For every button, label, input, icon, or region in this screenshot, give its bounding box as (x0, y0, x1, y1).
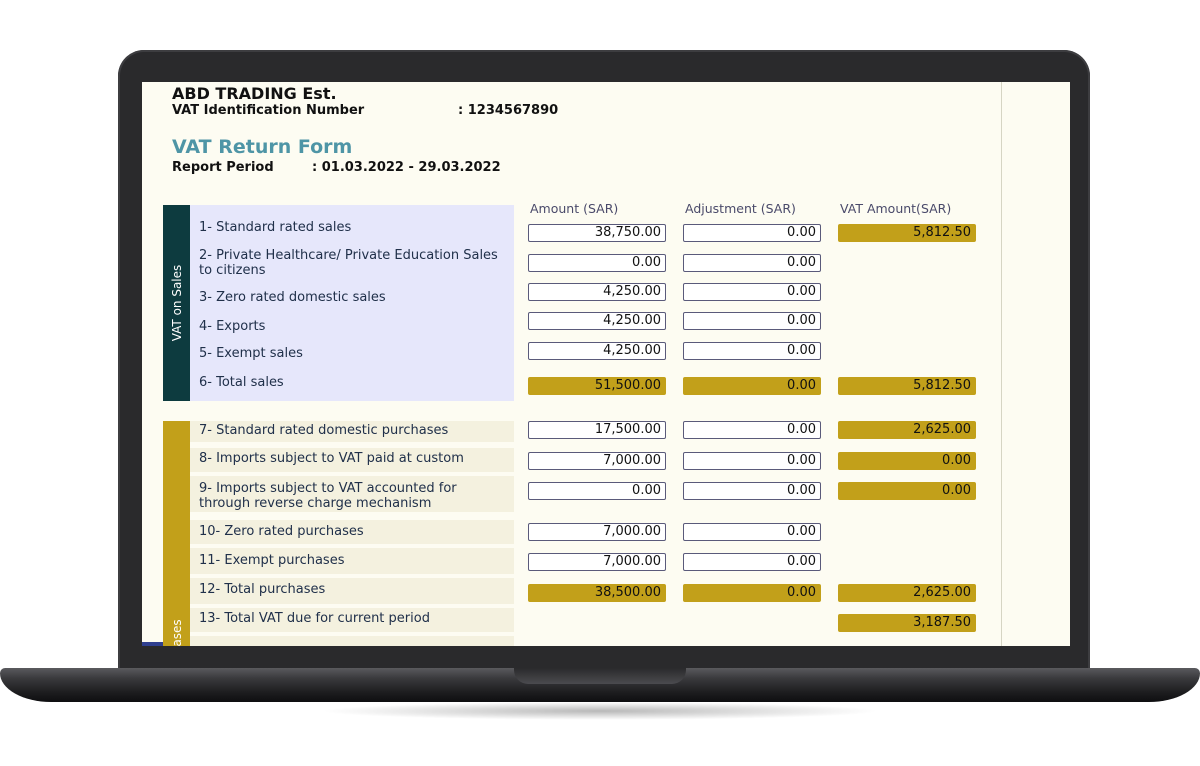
form-title: VAT Return Form (172, 136, 353, 158)
row-10-label-bg (190, 520, 514, 544)
column-header-adjustment: Adjustment (SAR) (685, 201, 796, 216)
row-7-label-bg (190, 421, 514, 442)
purchases-section-band: VAT on Purchases (163, 421, 190, 646)
vat-amount-row-8: 0.00 (838, 452, 976, 470)
row-label-exempt-purchases: 11- Exempt purchases (199, 553, 345, 568)
report-period-value: : 01.03.2022 - 29.03.2022 (312, 160, 501, 175)
adjustment-field-row-2[interactable]: 0.00 (683, 254, 821, 272)
sales-section-band: VAT on Sales (163, 205, 190, 401)
amount-field-row-3[interactable]: 4,250.00 (528, 283, 666, 301)
row-label-total-purchases: 12- Total purchases (199, 582, 326, 597)
adjustment-field-row-1[interactable]: 0.00 (683, 224, 821, 242)
row-14-label-bg (190, 636, 514, 646)
row-9-label-bg (190, 476, 514, 512)
adjustment-field-row-8[interactable]: 0.00 (683, 452, 821, 470)
amount-field-row-1[interactable]: 38,750.00 (528, 224, 666, 242)
total-purchases-adjustment: 0.00 (683, 584, 821, 602)
vat-amount-row-9: 0.00 (838, 482, 976, 500)
amount-field-row-8[interactable]: 7,000.00 (528, 452, 666, 470)
row-label-total-sales: 6- Total sales (199, 375, 284, 390)
adjustment-field-row-9[interactable]: 0.00 (683, 482, 821, 500)
row-label-standard-rated-sales: 1- Standard rated sales (199, 220, 352, 235)
row-11-label-bg (190, 548, 514, 574)
total-vat-due: 3,187.50 (838, 614, 976, 632)
total-purchases-amount: 38,500.00 (528, 584, 666, 602)
row-label-total-vat-due: 13- Total VAT due for current period (199, 611, 430, 626)
laptop-shadow (320, 702, 880, 720)
row-label-imports-custom: 8- Imports subject to VAT paid at custom (199, 451, 464, 466)
row-8-label-bg (190, 448, 514, 472)
vat-id-label: VAT Identification Number (172, 103, 365, 118)
column-header-amount: Amount (SAR) (530, 201, 619, 216)
row-label-standard-rated-purchases: 7- Standard rated domestic purchases (199, 423, 449, 438)
page-margin-rule (1001, 82, 1002, 646)
laptop-screen: ABD TRADING Est. VAT Identification Numb… (142, 82, 1070, 646)
laptop-notch (514, 668, 686, 684)
amount-field-row-4[interactable]: 4,250.00 (528, 312, 666, 330)
total-sales-adjustment: 0.00 (683, 377, 821, 395)
vat-amount-row-7: 2,625.00 (838, 421, 976, 439)
row-label-zero-rated-purchases: 10- Zero rated purchases (199, 524, 364, 539)
adjustment-field-row-3[interactable]: 0.00 (683, 283, 821, 301)
vat-id-value: : 1234567890 (458, 103, 559, 118)
adjustment-field-row-7[interactable]: 0.00 (683, 421, 821, 439)
row-label-exempt-sales: 5- Exempt sales (199, 346, 303, 361)
sales-section-title: VAT on Sales (169, 264, 184, 342)
total-sales-vat: 5,812.50 (838, 377, 976, 395)
amount-field-row-11[interactable]: 7,000.00 (528, 553, 666, 571)
row-label-imports-reverse-charge: 9- Imports subject to VAT accounted for … (199, 481, 457, 511)
amount-field-row-9[interactable]: 0.00 (528, 482, 666, 500)
adjustment-field-row-11[interactable]: 0.00 (683, 553, 821, 571)
row-label-exports: 4- Exports (199, 319, 266, 334)
amount-field-row-2[interactable]: 0.00 (528, 254, 666, 272)
report-period-label: Report Period (172, 160, 274, 175)
total-purchases-vat: 2,625.00 (838, 584, 976, 602)
purchases-section-title: VAT on Purchases (170, 619, 184, 646)
adjustment-field-row-4[interactable]: 0.00 (683, 312, 821, 330)
adjustment-field-row-5[interactable]: 0.00 (683, 342, 821, 360)
amount-field-row-10[interactable]: 7,000.00 (528, 523, 666, 541)
amount-field-row-7[interactable]: 17,500.00 (528, 421, 666, 439)
row-label-zero-rated-sales: 3- Zero rated domestic sales (199, 290, 386, 305)
company-name: ABD TRADING Est. (172, 84, 337, 103)
column-header-vat-amount: VAT Amount(SAR) (840, 201, 952, 216)
amount-field-row-5[interactable]: 4,250.00 (528, 342, 666, 360)
total-sales-amount: 51,500.00 (528, 377, 666, 395)
vat-amount-row-1: 5,812.50 (838, 224, 976, 242)
row-label-private-healthcare: 2- Private Healthcare/ Private Education… (199, 248, 498, 278)
adjustment-field-row-10[interactable]: 0.00 (683, 523, 821, 541)
row-12-label-bg (190, 578, 514, 604)
sales-label-panel (190, 205, 514, 401)
row-13-label-bg (190, 608, 514, 632)
